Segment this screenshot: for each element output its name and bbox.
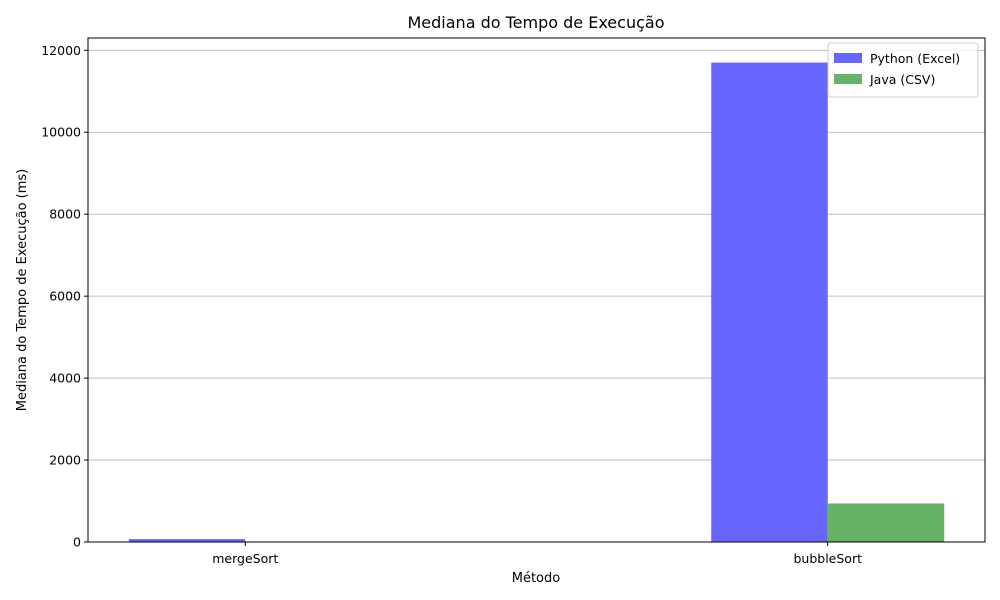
legend-box — [827, 42, 979, 98]
y-tick-label: 10000 — [41, 125, 81, 140]
bars — [128, 62, 945, 543]
x-axis-label: Método — [512, 571, 561, 586]
y-tick-label: 6000 — [49, 289, 81, 304]
y-tick-label: 0 — [73, 535, 81, 550]
y-tick-label: 12000 — [41, 43, 81, 58]
plot-frame — [87, 37, 986, 543]
legend-label: Python (Excel) — [870, 51, 960, 66]
x-tick-label: bubbleSort — [793, 551, 862, 566]
legend-swatch — [834, 74, 862, 84]
y-tick-label: 2000 — [49, 453, 81, 468]
bar — [128, 539, 246, 542]
legend-swatch — [834, 53, 862, 63]
legend-label: Java (CSV) — [869, 72, 935, 87]
y-axis-label: Mediana do Tempo de Execução (ms) — [15, 169, 30, 412]
legend: Python (Excel) Java (CSV) — [827, 42, 979, 98]
y-tick-label: 8000 — [49, 207, 81, 222]
chart-title: Mediana do Tempo de Execução — [408, 13, 665, 32]
bar — [827, 503, 945, 542]
x-axis-ticks: mergeSort bubbleSort — [212, 542, 862, 566]
y-gridlines — [88, 49, 985, 543]
y-axis-ticks: 0 2000 4000 6000 8000 10000 12000 — [41, 43, 88, 550]
x-tick-label: mergeSort — [212, 551, 278, 566]
y-tick-label: 4000 — [49, 371, 81, 386]
bar — [711, 62, 828, 543]
